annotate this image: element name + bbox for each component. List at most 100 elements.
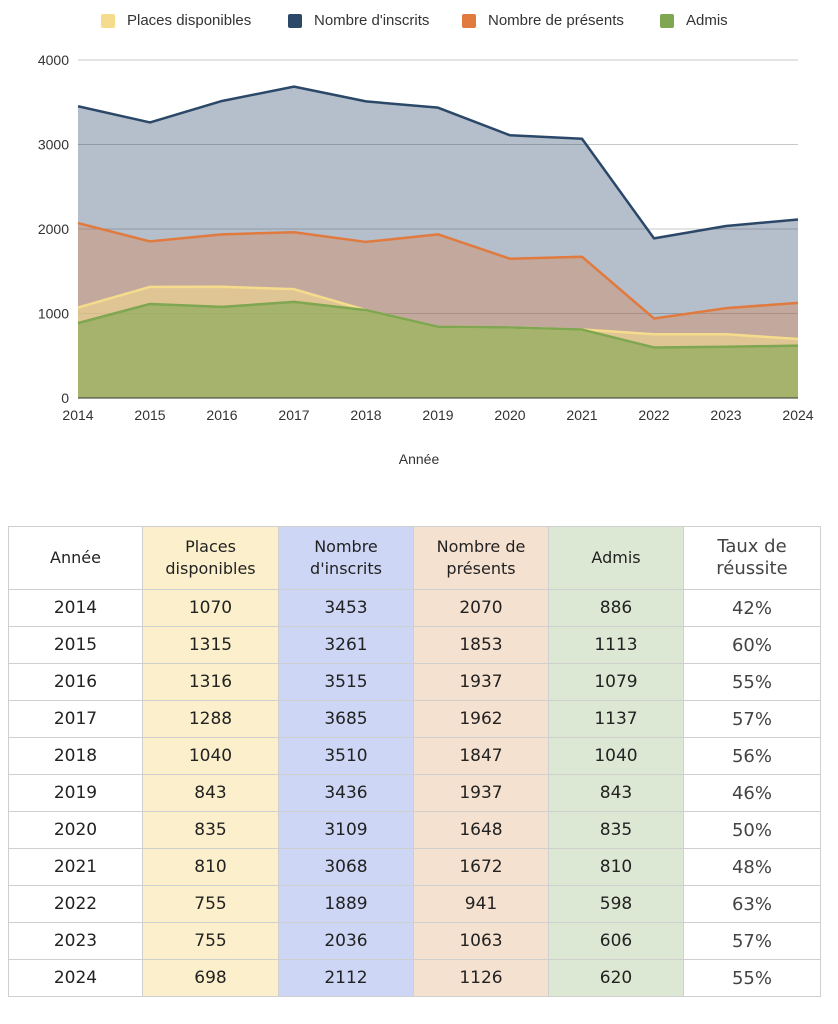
header-taux: Taux de réussite xyxy=(683,526,821,590)
cell-admis: 1079 xyxy=(548,663,684,701)
legend-label-admis: Admis xyxy=(686,12,728,29)
header-presents: Nombre de présents xyxy=(413,526,549,590)
cell-places: 835 xyxy=(142,811,279,849)
header-annee: Année xyxy=(8,526,143,590)
cell-inscrits: 3109 xyxy=(278,811,414,849)
chart-legend: Places disponibles Nombre d'inscrits Nom… xyxy=(0,12,838,38)
line-nombre-d-inscrits xyxy=(77,85,799,240)
cell-places: 698 xyxy=(142,959,279,997)
cell-taux: 48% xyxy=(683,848,821,886)
y-tick-label: 2000 xyxy=(38,221,69,237)
cell-taux: 55% xyxy=(683,959,821,997)
table-row: 2021 810 3068 1672 810 48% xyxy=(8,848,821,886)
cell-taux: 57% xyxy=(683,922,821,960)
cell-admis: 598 xyxy=(548,885,684,923)
cell-annee: 2018 xyxy=(8,737,143,775)
cell-admis: 886 xyxy=(548,589,684,627)
legend-swatch-presents xyxy=(462,13,476,28)
header-admis: Admis xyxy=(548,526,684,590)
cell-presents: 1853 xyxy=(413,626,549,664)
cell-places: 1040 xyxy=(142,737,279,775)
table-row: 2024 698 2112 1126 620 55% xyxy=(8,959,821,997)
legend-item-inscrits: Nombre d'inscrits xyxy=(288,12,429,29)
legend-swatch-admis xyxy=(660,13,674,28)
cell-annee: 2017 xyxy=(8,700,143,738)
x-tick-label: 2023 xyxy=(710,407,741,423)
cell-admis: 810 xyxy=(548,848,684,886)
cell-taux: 57% xyxy=(683,700,821,738)
table-row: 2017 1288 3685 1962 1137 57% xyxy=(8,700,821,738)
cell-places: 1315 xyxy=(142,626,279,664)
cell-presents: 1962 xyxy=(413,700,549,738)
legend-swatch-places xyxy=(101,13,115,28)
cell-presents: 2070 xyxy=(413,589,549,627)
y-tick-label: 3000 xyxy=(38,137,69,153)
line-layer xyxy=(77,85,799,349)
cell-places: 755 xyxy=(142,885,279,923)
cell-annee: 2014 xyxy=(8,589,143,627)
area-layer xyxy=(78,86,798,399)
cell-annee: 2019 xyxy=(8,774,143,812)
cell-annee: 2023 xyxy=(8,922,143,960)
cell-inscrits: 3515 xyxy=(278,663,414,701)
table-row: 2019 843 3436 1937 843 46% xyxy=(8,774,821,812)
axis-layer: 0 1000 2000 3000 4000 2014 2015 2016 2017 2018 201… xyxy=(38,52,814,423)
cell-taux: 50% xyxy=(683,811,821,849)
line-admis xyxy=(77,300,799,349)
cell-taux: 56% xyxy=(683,737,821,775)
cell-annee: 2020 xyxy=(8,811,143,849)
cell-presents: 1672 xyxy=(413,848,549,886)
y-tick-label: 4000 xyxy=(38,52,69,68)
cell-taux: 63% xyxy=(683,885,821,923)
cell-places: 1070 xyxy=(142,589,279,627)
cell-inscrits: 2112 xyxy=(278,959,414,997)
cell-admis: 843 xyxy=(548,774,684,812)
x-axis-title: Année xyxy=(398,451,440,467)
cell-inscrits: 3436 xyxy=(278,774,414,812)
legend-item-admis: Admis xyxy=(660,12,728,29)
cell-presents: 1847 xyxy=(413,737,549,775)
table-header-row: Année Places disponibles Nombre d'inscri… xyxy=(8,526,821,590)
cell-presents: 1937 xyxy=(413,774,549,812)
table-row: 2016 1316 3515 1937 1079 55% xyxy=(8,663,821,701)
cell-places: 810 xyxy=(142,848,279,886)
cell-taux: 55% xyxy=(683,663,821,701)
y-tick-label: 1000 xyxy=(38,306,69,322)
y-tick-label: 0 xyxy=(61,390,69,406)
legend-item-presents: Nombre de présents xyxy=(462,12,624,29)
x-tick-label: 2019 xyxy=(422,407,453,423)
cell-admis: 1040 xyxy=(548,737,684,775)
cell-inscrits: 3068 xyxy=(278,848,414,886)
cell-taux: 42% xyxy=(683,589,821,627)
x-tick-label: 2017 xyxy=(278,407,309,423)
cell-annee: 2024 xyxy=(8,959,143,997)
data-table: Année Places disponibles Nombre d'inscri… xyxy=(8,526,821,997)
x-tick-label: 2024 xyxy=(782,407,813,423)
cell-taux: 46% xyxy=(683,774,821,812)
area-admis xyxy=(78,301,798,398)
x-tick-label: 2021 xyxy=(566,407,597,423)
area-chart: 0 1000 2000 3000 4000 2014 2015 2016 2017 2018 201… xyxy=(38,52,814,423)
table-row: 2018 1040 3510 1847 1040 56% xyxy=(8,737,821,775)
cell-admis: 835 xyxy=(548,811,684,849)
cell-admis: 1137 xyxy=(548,700,684,738)
cell-inscrits: 3261 xyxy=(278,626,414,664)
cell-places: 1288 xyxy=(142,700,279,738)
table-row: 2020 835 3109 1648 835 50% xyxy=(8,811,821,849)
x-tick-label: 2015 xyxy=(134,407,165,423)
cell-taux: 60% xyxy=(683,626,821,664)
cell-presents: 1126 xyxy=(413,959,549,997)
table-row: 2022 755 1889 941 598 63% xyxy=(8,885,821,923)
table-row: 2023 755 2036 1063 606 57% xyxy=(8,922,821,960)
legend-label-presents: Nombre de présents xyxy=(488,12,624,29)
cell-places: 843 xyxy=(142,774,279,812)
cell-admis: 1113 xyxy=(548,626,684,664)
cell-annee: 2016 xyxy=(8,663,143,701)
cell-places: 1316 xyxy=(142,663,279,701)
header-inscrits: Nombre d'inscrits xyxy=(278,526,414,590)
x-tick-label: 2014 xyxy=(62,407,93,423)
cell-presents: 941 xyxy=(413,885,549,923)
cell-presents: 1937 xyxy=(413,663,549,701)
cell-inscrits: 3510 xyxy=(278,737,414,775)
table-row: 2015 1315 3261 1853 1113 60% xyxy=(8,626,821,664)
